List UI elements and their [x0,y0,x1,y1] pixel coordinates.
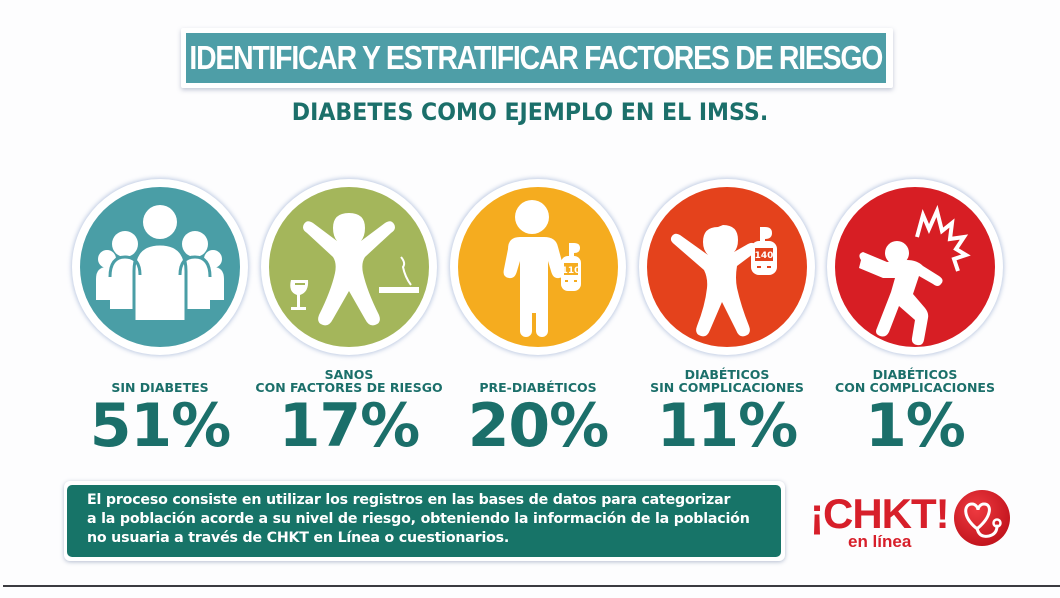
glucometer-reading: 140 [755,251,774,261]
stat-percentage: 20% [467,391,610,461]
category-circle-sanos-con-factores [261,179,437,355]
process-note: El proceso consiste en utilizar los regi… [64,481,785,561]
note-line: a la población acorde a su nivel de ries… [87,511,750,527]
category-circle-pre-diabeticos: 110 [450,179,626,355]
stat-percentage: 11% [656,391,799,461]
stat-percentage: 51% [89,391,232,461]
stat-diabeticos-sin-complicaciones: DIABÉTICOS SIN COMPLICACIONES 11% [627,362,827,456]
person-with-wine-and-cigarette-icon [269,187,429,347]
stat-label-line: SANOS [324,367,374,382]
stat-label: SIN DIABETES [60,362,260,394]
stat-label-line: DIABÉTICOS [684,367,770,382]
stat-sanos-con-factores: SANOS CON FACTORES DE RIESGO 17% [249,362,449,456]
stat-sin-diabetes: SIN DIABETES 51% [60,362,260,456]
process-note-text: El proceso consiste en utilizar los regi… [87,491,781,548]
stat-percentage: 1% [865,391,966,461]
cheering-person-with-glucometer-icon: 140 [647,187,807,347]
note-line: El proceso consiste en utilizar los regi… [87,492,731,508]
stat-label-line: SIN DIABETES [111,380,209,395]
logo-tagline: en línea [848,532,912,551]
logo-wordmark: ¡CHKT! [810,490,950,537]
page-title: IDENTIFICAR Y ESTRATIFICAR FACTORES DE R… [189,39,884,76]
page-subtitle: DIABETES COMO EJEMPLO EN EL IMSS. [291,98,769,126]
stat-label-line: PRE-DIABÉTICOS [479,380,597,395]
falling-person-with-pain-burst-icon [835,187,995,347]
category-circle-sin-diabetes [72,179,248,355]
stat-label: SANOS CON FACTORES DE RIESGO [249,362,449,394]
stat-label: DIABÉTICOS CON COMPLICACIONES [815,362,1015,394]
heart-stethoscope-icon [952,488,1012,548]
bottom-divider [3,585,1060,587]
category-circle-diabeticos-con-complicaciones [827,179,1003,355]
stat-label-line: DIABÉTICOS [872,367,958,382]
process-note-fill: El proceso consiste en utilizar los regi… [67,485,781,557]
glucometer-reading: 110 [562,266,581,276]
stat-label: DIABÉTICOS SIN COMPLICACIONES [627,362,827,394]
stat-label-line: CON COMPLICACIONES [835,380,995,395]
category-circle-diabeticos-sin-complicaciones: 140 [639,179,815,355]
stat-label-line: CON FACTORES DE RIESGO [255,380,443,395]
stat-label: PRE-DIABÉTICOS [438,362,638,394]
header-banner: IDENTIFICAR Y ESTRATIFICAR FACTORES DE R… [181,28,893,88]
stat-pre-diabeticos: PRE-DIABÉTICOS 20% [438,362,638,456]
header-banner-fill: IDENTIFICAR Y ESTRATIFICAR FACTORES DE R… [186,33,886,83]
note-line: no usuaria a través de CHKT en Línea o c… [87,530,510,546]
stat-diabeticos-con-complicaciones: DIABÉTICOS CON COMPLICACIONES 1% [815,362,1015,456]
chkt-logo: ¡CHKT! en línea [806,490,1016,560]
person-with-glucometer-icon: 110 [458,187,618,347]
group-of-people-icon [80,187,240,347]
stat-label-line: SIN COMPLICACIONES [650,380,804,395]
stat-percentage: 17% [278,391,421,461]
